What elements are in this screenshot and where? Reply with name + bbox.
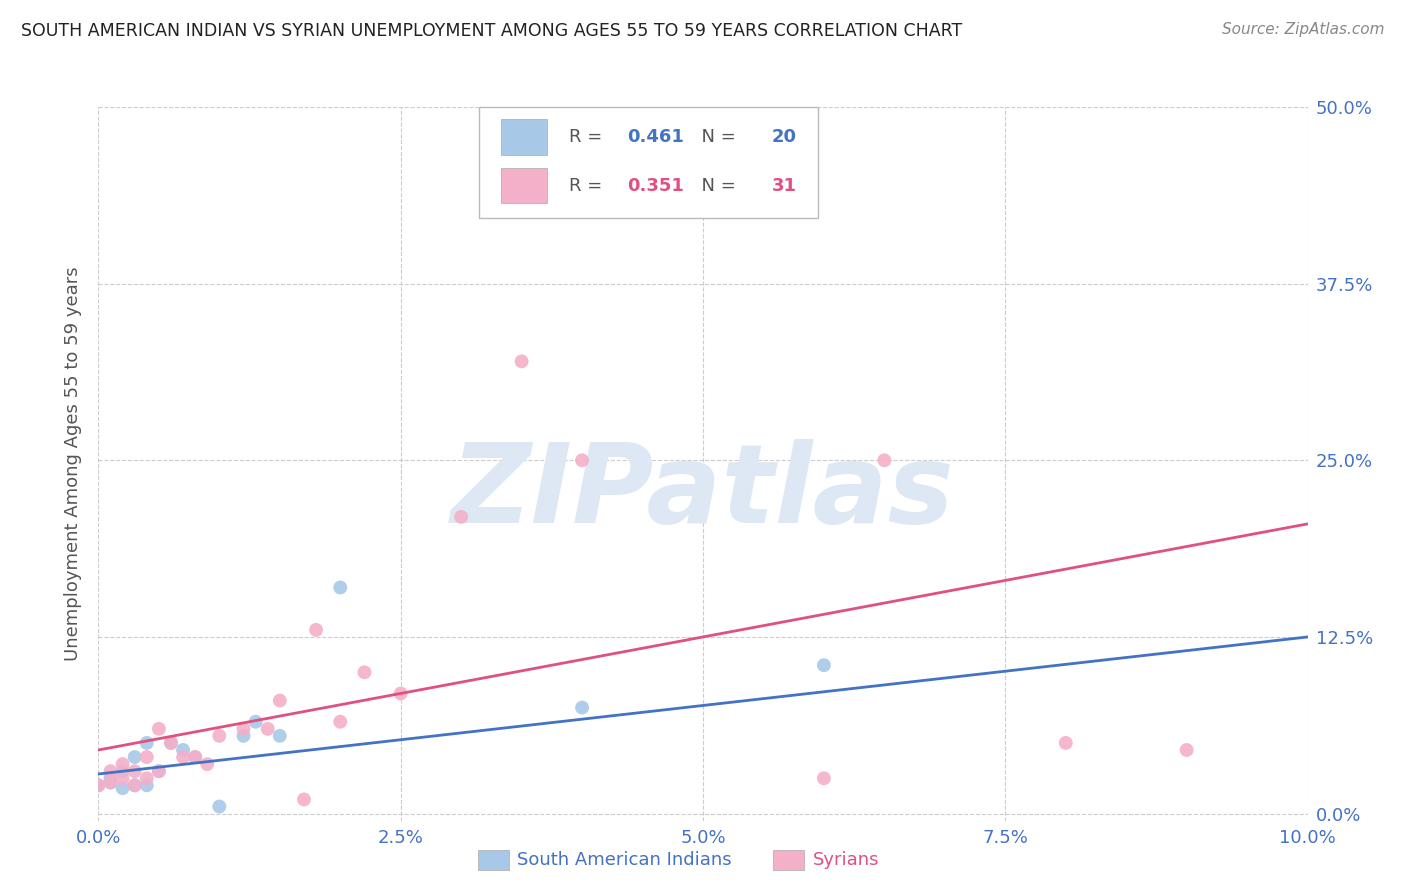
Text: Syrians: Syrians xyxy=(813,851,879,869)
Point xyxy=(269,729,291,743)
Text: R =: R = xyxy=(569,177,607,194)
Point xyxy=(195,757,218,772)
Point xyxy=(135,771,157,785)
Point xyxy=(389,686,412,700)
Point xyxy=(124,778,146,792)
Point xyxy=(172,743,194,757)
Text: South American Indians: South American Indians xyxy=(517,851,733,869)
Point xyxy=(813,658,835,673)
Point xyxy=(353,665,375,680)
Point xyxy=(160,736,183,750)
Point xyxy=(329,714,352,729)
Point xyxy=(269,693,291,707)
Text: 0.351: 0.351 xyxy=(627,177,683,194)
Point xyxy=(111,781,134,796)
Text: 31: 31 xyxy=(772,177,797,194)
Point xyxy=(208,799,231,814)
Point xyxy=(571,700,593,714)
Point xyxy=(232,729,254,743)
Point xyxy=(111,771,134,785)
Point xyxy=(232,722,254,736)
Point xyxy=(256,722,278,736)
Point xyxy=(510,354,533,368)
Point xyxy=(135,778,157,792)
Text: SOUTH AMERICAN INDIAN VS SYRIAN UNEMPLOYMENT AMONG AGES 55 TO 59 YEARS CORRELATI: SOUTH AMERICAN INDIAN VS SYRIAN UNEMPLOY… xyxy=(21,22,962,40)
Point xyxy=(124,778,146,792)
Y-axis label: Unemployment Among Ages 55 to 59 years: Unemployment Among Ages 55 to 59 years xyxy=(65,267,83,661)
Point xyxy=(111,757,134,772)
Text: N =: N = xyxy=(690,128,741,146)
Point xyxy=(87,778,110,792)
Point xyxy=(813,771,835,785)
Point xyxy=(100,775,122,789)
Point xyxy=(87,778,110,792)
Point xyxy=(100,775,122,789)
Point xyxy=(148,764,170,779)
Point xyxy=(135,736,157,750)
FancyBboxPatch shape xyxy=(501,168,547,203)
Point xyxy=(245,714,267,729)
Point xyxy=(148,764,170,779)
Point xyxy=(305,623,328,637)
Text: N =: N = xyxy=(690,177,741,194)
Point xyxy=(100,764,122,779)
Point xyxy=(148,722,170,736)
Text: Source: ZipAtlas.com: Source: ZipAtlas.com xyxy=(1222,22,1385,37)
Point xyxy=(111,764,134,779)
Text: 20: 20 xyxy=(772,128,797,146)
Point xyxy=(135,750,157,764)
Point xyxy=(124,750,146,764)
FancyBboxPatch shape xyxy=(479,107,818,218)
Point xyxy=(1054,736,1077,750)
Text: 0.461: 0.461 xyxy=(627,128,683,146)
Point xyxy=(292,792,315,806)
Text: ZIPatlas: ZIPatlas xyxy=(451,439,955,546)
Point xyxy=(184,750,207,764)
Point xyxy=(571,453,593,467)
Point xyxy=(160,736,183,750)
Point xyxy=(184,750,207,764)
Point xyxy=(873,453,896,467)
Point xyxy=(1175,743,1198,757)
Point xyxy=(100,771,122,785)
Point xyxy=(124,764,146,779)
FancyBboxPatch shape xyxy=(501,120,547,155)
Point xyxy=(208,729,231,743)
Point xyxy=(172,750,194,764)
Point xyxy=(450,509,472,524)
Point xyxy=(329,581,352,595)
Text: R =: R = xyxy=(569,128,607,146)
